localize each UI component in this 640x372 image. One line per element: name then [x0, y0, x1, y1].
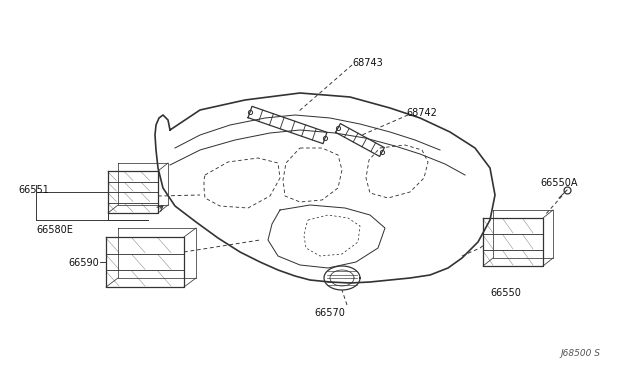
Text: 66570: 66570: [314, 308, 345, 318]
Text: 66590: 66590: [68, 258, 99, 268]
Text: 66580E: 66580E: [36, 225, 73, 235]
Text: 66550A: 66550A: [540, 178, 577, 188]
Text: 68743: 68743: [352, 58, 383, 68]
Text: 66551: 66551: [18, 185, 49, 195]
Text: J68500 S: J68500 S: [560, 349, 600, 358]
Text: 68742: 68742: [406, 108, 437, 118]
Text: 66550: 66550: [490, 288, 521, 298]
